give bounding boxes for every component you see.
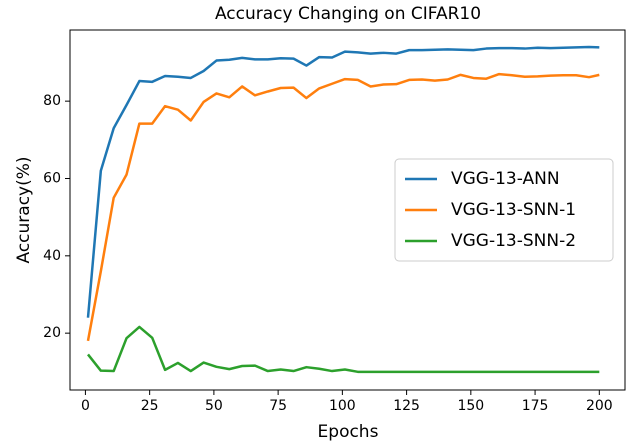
line xyxy=(86,45,600,318)
chart-title: Accuracy Changing on CIFAR10 xyxy=(215,4,481,24)
legend-label: VGG-13-SNN-1 xyxy=(451,200,576,220)
y-tick-label: 80 xyxy=(43,93,61,109)
legend-label: VGG-13-ANN xyxy=(451,169,560,189)
legend-box xyxy=(394,158,614,262)
x-axis-label: Epochs xyxy=(318,422,379,442)
line xyxy=(87,325,600,374)
y-tick-label: 40 xyxy=(43,248,61,264)
y-tick-label: 60 xyxy=(43,170,61,186)
x-tick-label: 150 xyxy=(457,398,484,414)
y-tick-label: 20 xyxy=(43,325,61,341)
x-tick-label: 0 xyxy=(81,398,90,414)
x-tick-label: 25 xyxy=(141,398,159,414)
plot-frame xyxy=(69,29,626,391)
y-axis-label: Accuracy(%) xyxy=(14,156,34,263)
x-tick-label: 100 xyxy=(329,398,356,414)
x-tick-label: 200 xyxy=(586,398,613,414)
x-tick-label: 125 xyxy=(393,398,420,414)
x-tick-label: 75 xyxy=(269,398,287,414)
x-tick-label: 50 xyxy=(205,398,223,414)
x-tick-label: 175 xyxy=(522,398,549,414)
legend-label: VGG-13-SNN-2 xyxy=(451,231,576,251)
line xyxy=(86,72,600,342)
